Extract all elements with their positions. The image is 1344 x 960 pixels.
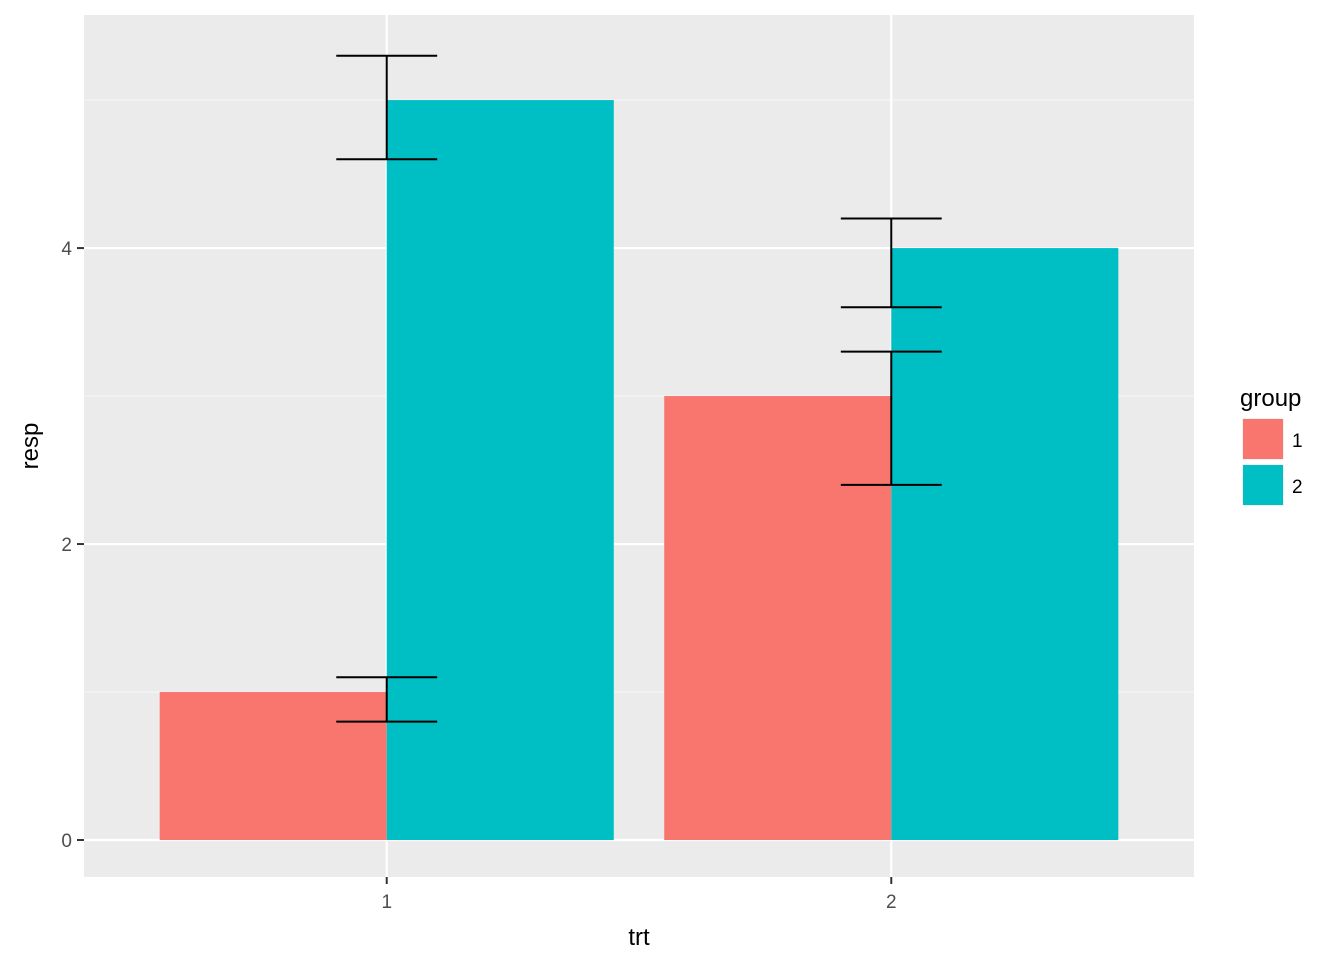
bar-series-2-trt-2 — [891, 248, 1119, 841]
x-axis-title: trt — [628, 924, 650, 951]
legend-key-swatch-1 — [1243, 419, 1283, 459]
bars — [159, 100, 1119, 841]
bar-series-1-trt-2 — [664, 396, 892, 841]
error-bar-series-1-trt-2 — [840, 350, 942, 486]
error-bars — [336, 54, 942, 723]
legend-key-swatch-2 — [1243, 465, 1283, 505]
y-axis-title: resp — [17, 423, 44, 470]
x-tick-label: 1 — [381, 892, 392, 913]
y-axis: 0 2 4 — [61, 239, 84, 852]
y-tick-label: 4 — [61, 239, 72, 260]
legend-label-1: 1 — [1292, 431, 1303, 452]
error-bar-series-2-trt-1 — [336, 54, 438, 161]
legend: group 1 2 — [1240, 385, 1303, 506]
error-bar-series-2-trt-2 — [840, 217, 942, 309]
legend-label-2: 2 — [1292, 477, 1303, 498]
error-bar-series-1-trt-1 — [336, 676, 438, 723]
bar-series-2-trt-1 — [386, 100, 614, 841]
y-tick-label: 2 — [61, 535, 72, 556]
x-tick-label: 2 — [886, 892, 897, 913]
bar-series-1-trt-1 — [159, 692, 387, 841]
y-tick-label: 0 — [61, 831, 72, 852]
legend-title: group — [1240, 385, 1301, 412]
